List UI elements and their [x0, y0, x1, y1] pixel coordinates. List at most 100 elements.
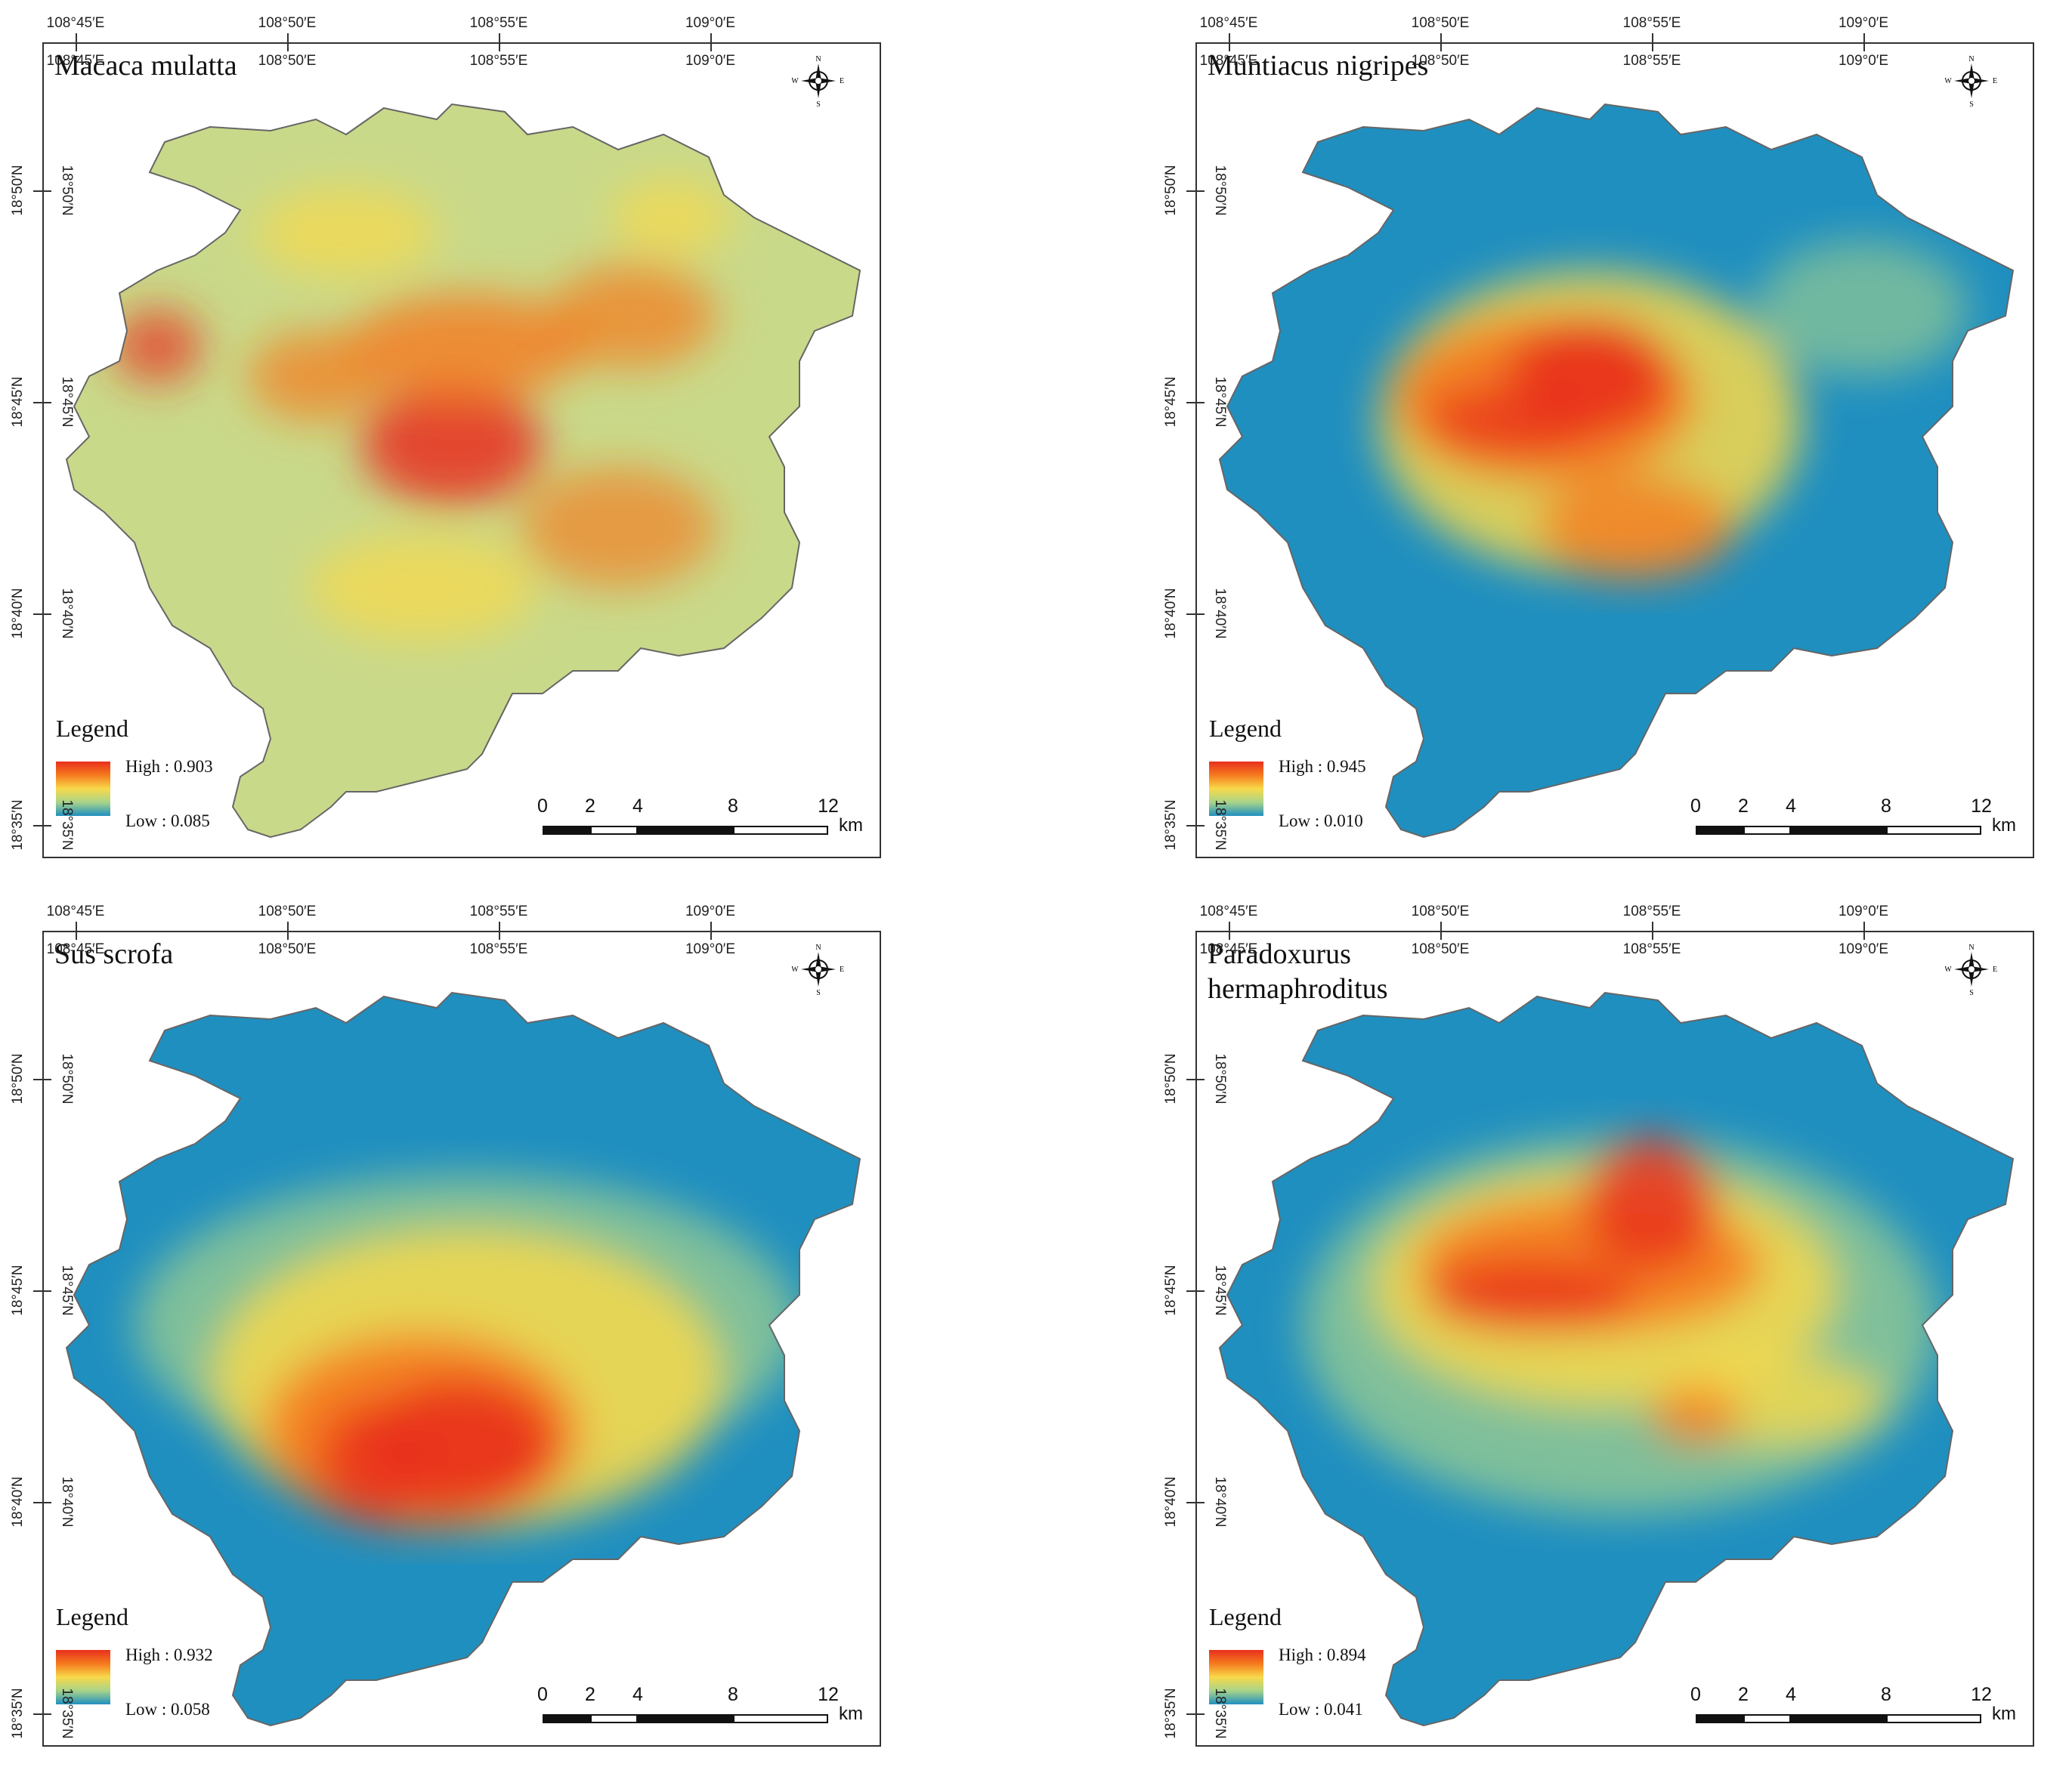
scale-bar-segment: [1886, 1714, 1981, 1723]
study-area-boundary: [1218, 991, 2015, 1727]
suitability-hotspot: [346, 293, 588, 399]
compass-label-n: N: [1968, 944, 1974, 952]
longitude-label: 109°0′E: [685, 904, 736, 919]
latitude-tick: [1195, 1079, 1205, 1080]
longitude-tick: [1863, 33, 1865, 42]
latitude-tick: [1195, 825, 1205, 826]
scale-bar-tick-label: 2: [585, 796, 595, 817]
longitude-tick: [76, 33, 77, 42]
latitude-tick: [33, 1502, 42, 1503]
longitude-label: 109°0′E: [685, 53, 736, 69]
latitude-tick: [42, 1079, 51, 1080]
latitude-tick: [1186, 613, 1195, 615]
longitude-tick: [1440, 42, 1442, 51]
latitude-tick: [33, 1713, 42, 1715]
compass-label-e: E: [1993, 966, 1997, 974]
legend-high-label: High : 0.932: [125, 1645, 213, 1664]
latitude-tick: [1186, 825, 1195, 826]
compass-label-e: E: [1993, 77, 1997, 85]
latitude-label: 18°40′N: [10, 1476, 26, 1528]
latitude-tick: [1195, 1502, 1205, 1503]
latitude-tick: [33, 825, 42, 826]
latitude-label: 18°35′N: [1212, 1688, 1228, 1739]
scale-bar: 0 2 4 8 12 km: [537, 796, 863, 841]
latitude-tick: [1186, 1713, 1195, 1715]
latitude-tick: [1186, 190, 1195, 192]
map-frame: Paradoxurus hermaphroditus N S E W Legend High…: [1195, 931, 2034, 1747]
longitude-label: 108°55′E: [1622, 904, 1681, 919]
latitude-label: 18°45′N: [1212, 376, 1228, 428]
suitability-hotspot: [1537, 474, 1733, 580]
legend: Legend High : 0.894 Low : 0.041: [1209, 1603, 1436, 1732]
latitude-label: 18°35′N: [1163, 799, 1179, 851]
latitude-label: 18°35′N: [59, 799, 75, 851]
longitude-label: 108°50′E: [258, 15, 317, 31]
latitude-label: 18°50′N: [1212, 1053, 1228, 1105]
suitability-hotspot: [112, 308, 203, 384]
scale-bar-tick-label: 0: [537, 796, 548, 817]
scale-bar-tick-label: 0: [1690, 1684, 1701, 1705]
latitude-label: 18°50′N: [10, 165, 26, 216]
map-frame: Muntiacus nigripes N S E W Legend High : 0.945…: [1195, 42, 2034, 858]
longitude-label: 108°45′E: [46, 15, 105, 31]
longitude-tick: [287, 42, 289, 51]
latitude-tick: [1186, 1079, 1195, 1080]
scale-bar-tick-label: 4: [1786, 796, 1796, 817]
latitude-tick: [33, 613, 42, 615]
scale-bar-tick-label: 8: [1881, 1684, 1891, 1705]
scale-bar-segment: [1743, 826, 1791, 835]
longitude-tick: [287, 922, 289, 931]
longitude-label: 108°50′E: [1411, 941, 1470, 957]
longitude-label: 109°0′E: [1838, 904, 1889, 919]
suitability-hotspot: [248, 331, 384, 422]
longitude-tick: [499, 931, 500, 940]
latitude-tick: [42, 825, 51, 826]
legend-title: Legend: [56, 1603, 128, 1630]
scale-bar-segment: [543, 826, 590, 835]
habitat-suitability-map: [65, 991, 861, 1727]
longitude-tick: [1863, 931, 1865, 940]
longitude-tick: [1229, 931, 1230, 940]
compass-label-s: S: [816, 989, 821, 996]
scale-bar: 0 2 4 8 12 km: [1690, 1684, 2016, 1729]
scale-bar-unit: km: [1992, 1704, 2016, 1724]
suitability-hotspot: [550, 263, 716, 369]
legend-low-label: Low : 0.041: [1279, 1700, 1363, 1719]
compass-label-s: S: [816, 100, 821, 107]
compass-label-w: W: [792, 77, 799, 85]
suitability-hotspot: [255, 187, 437, 278]
legend-high-label: High : 0.903: [125, 757, 213, 776]
species-title: Macaca mulatta: [54, 50, 237, 82]
scale-bar-tick-label: 4: [1786, 1684, 1796, 1705]
scale-bar-tick-label: 8: [1881, 796, 1891, 817]
longitude-tick: [499, 33, 500, 42]
scale-bar-segment: [733, 826, 828, 835]
habitat-suitability-map: [65, 103, 861, 839]
habitat-suitability-map: [1218, 991, 2015, 1727]
scale-bar: 0 2 4 8 12 km: [537, 1684, 863, 1729]
scale-bar-tick-label: 12: [1971, 796, 1992, 817]
compass-label-s: S: [1969, 100, 1974, 107]
scale-bar-segment: [1791, 826, 1886, 835]
longitude-label: 108°50′E: [258, 941, 317, 957]
longitude-tick: [1652, 931, 1653, 940]
legend-high-label: High : 0.945: [1279, 757, 1366, 776]
scale-bar-tick-label: 2: [585, 1684, 595, 1705]
scale-bar-tick-label: 12: [1971, 1684, 1992, 1705]
scale-bar-segment: [1696, 1714, 1743, 1723]
latitude-label: 18°35′N: [10, 1688, 26, 1739]
latitude-label: 18°45′N: [59, 376, 75, 428]
latitude-label: 18°40′N: [59, 1476, 75, 1528]
suitability-hotspot: [1424, 384, 1605, 459]
habitat-suitability-map: [1218, 103, 2015, 839]
study-area-boundary: [65, 103, 861, 839]
latitude-tick: [42, 1713, 51, 1715]
north-arrow-icon: N S E W: [1945, 55, 1997, 107]
longitude-tick: [287, 33, 289, 42]
longitude-tick: [1652, 922, 1653, 931]
longitude-tick: [1440, 922, 1442, 931]
legend-color-ramp: [56, 762, 110, 816]
latitude-tick: [42, 402, 51, 403]
longitude-tick: [76, 922, 77, 931]
latitude-label: 18°50′N: [59, 1053, 75, 1105]
